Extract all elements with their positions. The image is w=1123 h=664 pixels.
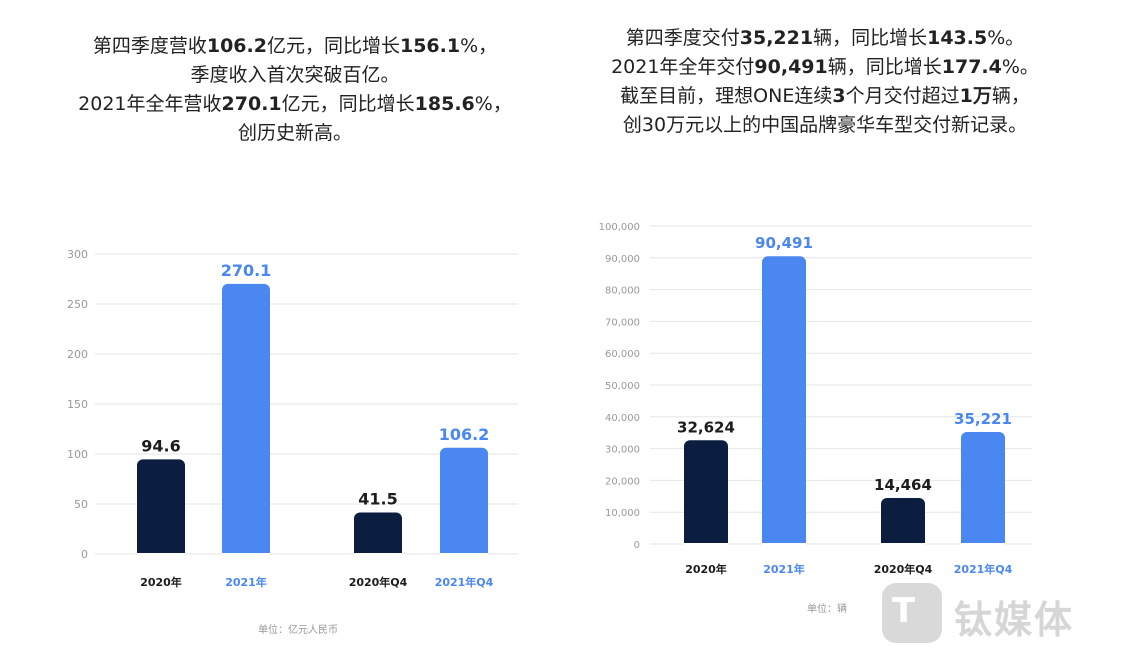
- bar-base-mask: [440, 553, 488, 561]
- bar: [354, 512, 402, 560]
- bar-value-label: 41.5: [358, 490, 397, 509]
- bar: [684, 440, 728, 550]
- bar-base-mask: [961, 543, 1005, 551]
- watermark-logo: T 钛媒体: [882, 583, 1107, 643]
- bar: [222, 283, 270, 560]
- unit-note: 单位：辆: [807, 602, 847, 615]
- revenue-headline-line: 第四季度营收106.2亿元，同比增长156.1%，: [92, 35, 498, 57]
- x-category-label: 2021年: [763, 562, 805, 576]
- unit-note: 单位：亿元人民币: [258, 623, 338, 636]
- y-tick-label: 250: [67, 298, 88, 311]
- y-tick-label: 80,000: [605, 286, 640, 297]
- y-tick-label: 10,000: [605, 508, 640, 519]
- delivery-headline-line: 创30万元以上的中国品牌豪华车型交付新记录。: [622, 114, 1028, 136]
- bar-value-label: 106.2: [439, 425, 490, 444]
- bar-value-label: 94.6: [141, 436, 180, 455]
- bar-base-mask: [222, 553, 270, 561]
- x-category-label: 2020年: [685, 562, 727, 576]
- revenue-bar-chart: 0 50 100 150 200 250 300 94.6 2020年 270.1 2021年 41.…: [67, 248, 518, 636]
- watermark-icon: T: [882, 583, 942, 643]
- y-tick-label: 30,000: [605, 445, 640, 456]
- x-category-label: 2020年: [140, 575, 182, 589]
- bar-base-mask: [137, 553, 185, 561]
- bar-value-label: 270.1: [221, 261, 272, 280]
- y-tick-label: 0: [634, 540, 640, 551]
- y-tick-label: 0: [81, 548, 88, 561]
- bar-base-mask: [881, 543, 925, 551]
- y-tick-label: 90,000: [605, 254, 640, 265]
- bar: [440, 447, 488, 560]
- bar: [762, 256, 806, 550]
- y-tick-label: 40,000: [605, 413, 640, 424]
- y-tick-label: 150: [67, 398, 88, 411]
- delivery-headline: 第四季度交付35,221辆，同比增长143.5%。 2021年全年交付90,491…: [575, 24, 1075, 140]
- x-category-label: 2020年Q4: [349, 575, 408, 589]
- bar-base-mask: [762, 543, 806, 551]
- delivery-bar-chart: 0 10,000 20,000 30,000 40,000 50,000 60,000 70,…: [599, 222, 1032, 615]
- bar-value-label: 35,221: [954, 410, 1012, 428]
- revenue-headline-line: 2021年全年营收270.1亿元，同比增长185.6%，: [78, 93, 512, 115]
- x-category-label: 2021年Q4: [954, 562, 1013, 576]
- bar-value-label: 14,464: [874, 476, 932, 494]
- y-tick-label: 20,000: [605, 476, 640, 487]
- x-category-label: 2020年Q4: [874, 562, 933, 576]
- revenue-headline: 第四季度营收106.2亿元，同比增长156.1%， 季度收入首次突破百亿。 2021…: [45, 32, 545, 148]
- bar: [881, 498, 925, 550]
- bar-base-mask: [684, 543, 728, 551]
- y-tick-label: 300: [67, 248, 88, 261]
- bar: [137, 459, 185, 560]
- revenue-headline-line: 创历史新高。: [237, 122, 352, 144]
- x-category-label: 2021年: [225, 575, 267, 589]
- y-tick-label: 60,000: [605, 349, 640, 360]
- y-tick-label: 200: [67, 348, 88, 361]
- bar: [961, 431, 1005, 550]
- bar-value-label: 32,624: [677, 418, 735, 436]
- bar-base-mask: [354, 553, 402, 561]
- y-tick-label: 100,000: [599, 222, 640, 233]
- x-category-label: 2021年Q4: [435, 575, 494, 589]
- revenue-headline-line: 季度收入首次突破百亿。: [190, 64, 400, 86]
- y-tick-label: 50: [74, 498, 88, 511]
- y-tick-label: 50,000: [605, 381, 640, 392]
- watermark-text: 钛媒体: [954, 598, 1075, 642]
- delivery-headline-line: 2021年全年交付90,491辆，同比增长177.4%。: [611, 56, 1039, 78]
- y-tick-label: 100: [67, 448, 88, 461]
- delivery-headline-line: 第四季度交付35,221辆，同比增长143.5%。: [625, 27, 1025, 49]
- delivery-headline-line: 截至目前，理想ONE连续3个月交付超过1万辆，: [620, 85, 1030, 107]
- bar-value-label: 90,491: [755, 234, 813, 252]
- y-tick-label: 70,000: [605, 317, 640, 328]
